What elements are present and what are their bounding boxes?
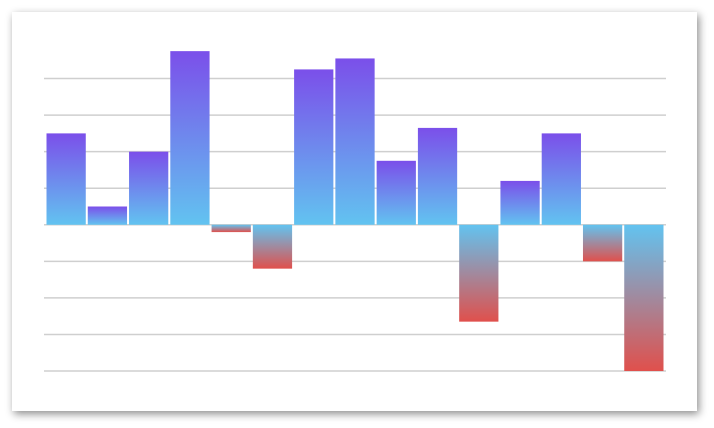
bar [87, 206, 128, 225]
bar [252, 224, 293, 269]
bar [211, 224, 251, 233]
bar [46, 133, 86, 225]
bar [541, 133, 581, 225]
bar [129, 151, 169, 225]
bar [376, 160, 416, 225]
bar [417, 127, 458, 225]
bar [459, 224, 499, 322]
bar [170, 51, 210, 225]
bar [335, 58, 375, 225]
bar [294, 69, 334, 225]
bar [500, 180, 540, 225]
bar [624, 224, 664, 371]
bar [582, 224, 623, 262]
